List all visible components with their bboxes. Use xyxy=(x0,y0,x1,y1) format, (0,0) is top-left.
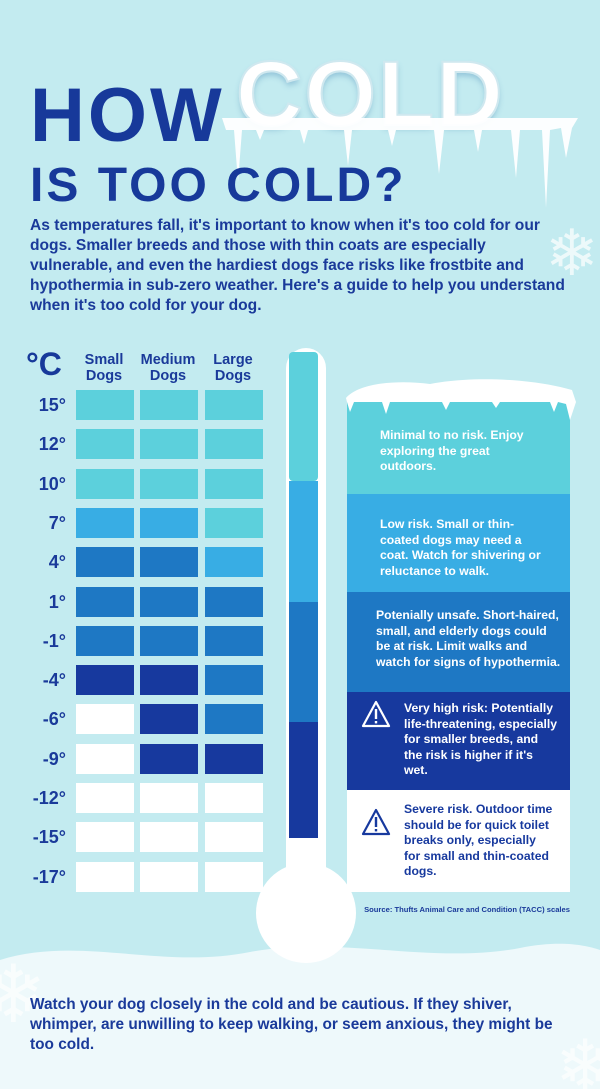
snow-ground xyxy=(0,943,600,1089)
snowflake-icon: ❄ xyxy=(555,1024,600,1089)
risk-cell-small xyxy=(76,390,134,420)
thermometer-segment xyxy=(289,352,318,481)
risk-cell-medium xyxy=(140,626,198,656)
risk-cell-medium xyxy=(140,587,198,617)
snowflake-icon: ❄ xyxy=(545,217,599,291)
risk-cell-medium xyxy=(140,390,198,420)
footer-paragraph: Watch your dog closely in the cold and b… xyxy=(30,996,553,1053)
temp-label: -15° xyxy=(32,827,66,847)
temp-label: 12° xyxy=(38,434,66,454)
temp-label: 15° xyxy=(38,395,66,415)
risk-cell-small xyxy=(76,547,134,577)
risk-cell-large xyxy=(205,390,263,420)
risk-cell-small xyxy=(76,587,134,617)
column-header-large: Large Dogs xyxy=(213,352,253,384)
risk-cell-large xyxy=(205,822,263,852)
risk-cell-medium xyxy=(140,469,198,499)
risk-cell-large xyxy=(205,547,263,577)
risk-text-minimal: Minimal to no risk. Enjoy exploring the … xyxy=(380,428,524,474)
title-subline: IS TOO COLD? xyxy=(30,159,407,212)
temp-label: -4° xyxy=(42,670,66,690)
intro-paragraph: As temperatures fall, it's important to … xyxy=(30,217,565,314)
temp-label: -9° xyxy=(42,749,66,769)
risk-cell-small xyxy=(76,508,134,538)
risk-cell-large xyxy=(205,508,263,538)
risk-panel-severe xyxy=(347,790,570,892)
temp-label: 1° xyxy=(48,592,66,612)
risk-cell-small xyxy=(76,665,134,695)
risk-cell-large xyxy=(205,429,263,459)
risk-cell-medium xyxy=(140,429,198,459)
warning-triangle-icon xyxy=(361,808,391,836)
thermometer-segment xyxy=(289,481,318,602)
temp-label: -6° xyxy=(42,709,66,729)
risk-text-severe: Severe risk. Outdoor time should be for … xyxy=(404,802,553,879)
risk-panel-unsafe xyxy=(347,592,570,692)
temp-label: 7° xyxy=(48,513,66,533)
temp-label: 4° xyxy=(48,552,66,572)
risk-panel-low xyxy=(347,494,570,592)
thermometer-segment xyxy=(289,722,318,838)
column-header-medium: Medium Dogs xyxy=(140,352,196,384)
risk-cell-medium xyxy=(140,862,198,892)
risk-cell-small xyxy=(76,704,134,734)
temp-label: -17° xyxy=(32,867,66,887)
panel-ice-cap xyxy=(346,379,576,420)
risk-cell-large xyxy=(205,744,263,774)
risk-cell-small xyxy=(76,469,134,499)
risk-panel-minimal xyxy=(347,400,570,494)
risk-cell-large xyxy=(205,469,263,499)
risk-cell-medium xyxy=(140,508,198,538)
risk-cell-small xyxy=(76,862,134,892)
risk-cell-large xyxy=(205,783,263,813)
title-icicles xyxy=(222,118,578,208)
risk-cell-medium xyxy=(140,704,198,734)
column-header-small: Small Dogs xyxy=(84,352,124,384)
risk-panel-very-high xyxy=(347,692,570,790)
risk-cell-medium xyxy=(140,547,198,577)
risk-cell-small xyxy=(76,783,134,813)
risk-text-low: Low risk. Small or thin-coated dogs may … xyxy=(380,517,541,578)
risk-text-very-high: Very high risk: Potentially life-threate… xyxy=(404,701,558,778)
risk-cell-small xyxy=(76,744,134,774)
thermometer-segment xyxy=(289,602,318,722)
temp-label: -1° xyxy=(42,631,66,651)
risk-cell-medium xyxy=(140,783,198,813)
warning-triangle-icon xyxy=(361,700,391,728)
celsius-unit: °C xyxy=(26,346,62,382)
risk-cell-medium xyxy=(140,665,198,695)
risk-cell-large xyxy=(205,587,263,617)
risk-cell-small xyxy=(76,429,134,459)
risk-text-unsafe: Potenially unsafe. Short-haired, small, … xyxy=(376,608,561,669)
risk-cell-large xyxy=(205,626,263,656)
risk-cell-medium xyxy=(140,822,198,852)
risk-cell-large xyxy=(205,665,263,695)
risk-cell-small xyxy=(76,822,134,852)
temp-label: -12° xyxy=(32,788,66,808)
snowflake-icon: ❄ xyxy=(0,948,48,1041)
risk-cell-large xyxy=(205,704,263,734)
source-citation: Source: Thufts Animal Care and Condition… xyxy=(364,905,570,914)
risk-cell-small xyxy=(76,626,134,656)
risk-cell-medium xyxy=(140,744,198,774)
risk-cell-large xyxy=(205,862,263,892)
title-how: HOW xyxy=(30,73,225,158)
temp-label: 10° xyxy=(38,474,66,494)
